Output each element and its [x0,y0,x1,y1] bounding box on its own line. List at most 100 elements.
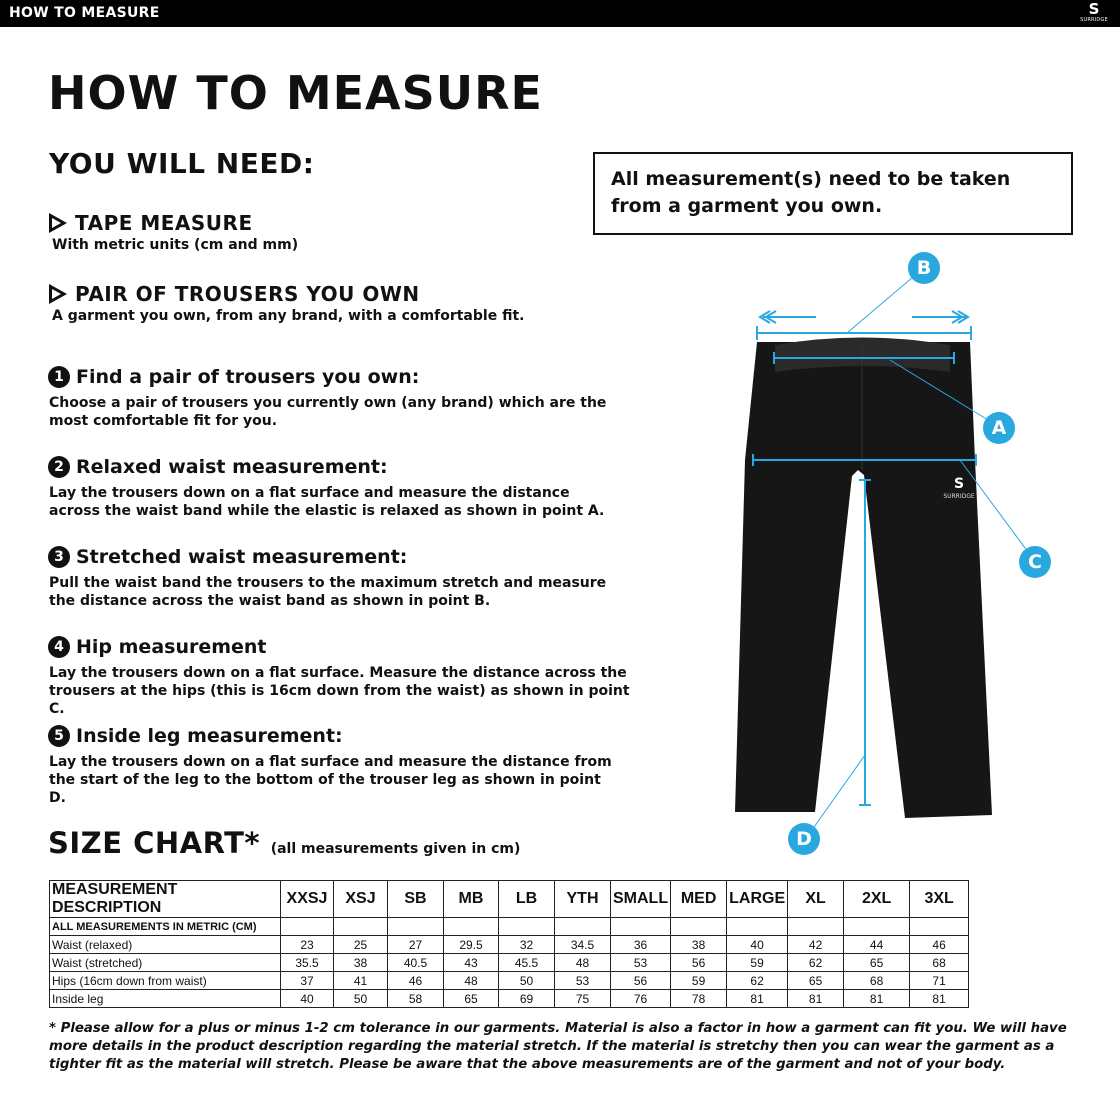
step-title: Relaxed waist measurement: [76,456,388,478]
value-cell: 40 [280,989,334,1008]
size-chart-heading: SIZE CHART* (all measurements given in c… [48,826,520,860]
table-row: Inside leg 40 50 58 65 69 75 76 78 81 81 81 81 [49,989,970,1008]
value-cell: 41 [333,971,388,990]
header-cell: LB [498,880,555,918]
table-row: Hips (16cm down from waist) 37 41 46 48 50 53 5… [49,971,970,990]
measure-lines [752,310,977,806]
step-5: 5 Inside leg measurement: Lay the trouser… [48,725,619,807]
units-cell: ALL MEASUREMENTS IN METRIC (CM) [49,917,281,936]
value-cell: 37 [280,971,334,990]
value-cell: 40.5 [387,953,444,972]
need-item-title: PAIR OF TROUSERS YOU OWN [75,282,420,306]
value-cell: 78 [670,989,728,1008]
need-item-text: With metric units (cm and mm) [52,237,299,253]
value-cell: 76 [609,989,672,1008]
step-title: Hip measurement [76,636,267,658]
value-cell: 65 [443,989,499,1008]
value-cell: 56 [670,953,728,972]
header-title: HOW TO MEASURE [9,5,160,21]
value-cell: 25 [333,935,388,954]
svg-text:S: S [954,476,964,492]
surridge-logo: S SURRIDGE [1080,0,1108,24]
table-header-row: MEASUREMENT DESCRIPTION XXSJ XSJ SB MB L… [49,880,970,918]
step-number: 4 [48,636,70,658]
step-number: 2 [48,456,70,478]
point-b-badge: B [908,252,940,284]
point-d-badge: D [788,823,820,855]
value-cell: 38 [670,935,728,954]
value-cell: 81 [909,989,970,1008]
row-label: Waist (relaxed) [49,935,281,954]
step-1: 1 Find a pair of trousers you own: Choose… [48,366,649,430]
value-cell: 56 [609,971,672,990]
trousers-image [735,342,992,818]
value-cell: 50 [498,971,555,990]
need-item-title: TAPE MEASURE [75,211,253,235]
value-cell: 46 [387,971,444,990]
step-text: Lay the trousers down on a flat surface … [49,754,612,806]
step-4: 4 Hip measurement Lay the trousers down o… [48,636,639,718]
value-cell: 75 [554,989,611,1008]
header-cell: SB [387,880,444,918]
brand-text: SURRIDGE [943,493,975,500]
header-cell: YTH [554,880,611,918]
page-title: HOW TO MEASURE [48,66,543,120]
play-arrow-icon [49,284,67,304]
footnote: * Please allow for a plus or minus 1-2 c… [49,1021,1067,1072]
value-cell: 71 [909,971,970,990]
step-2: 2 Relaxed waist measurement: Lay the trou… [48,456,619,520]
header-cell: XSJ [333,880,388,918]
row-label: Waist (stretched) [49,953,281,972]
play-arrow-icon [49,213,67,233]
value-cell: 35.5 [280,953,334,972]
value-cell: 81 [726,989,789,1008]
size-chart-title: SIZE CHART* [48,826,261,860]
step-title: Inside leg measurement: [76,725,343,747]
need-item-text: A garment you own, from any brand, with … [52,308,525,324]
value-cell: 34.5 [554,935,611,954]
value-cell: 58 [387,989,444,1008]
value-cell: 68 [843,971,911,990]
value-cell: 68 [909,953,970,972]
value-cell: 29.5 [443,935,499,954]
value-cell: 59 [726,953,789,972]
row-label: Inside leg [49,989,281,1008]
value-cell: 43 [443,953,499,972]
value-cell: 59 [670,971,728,990]
header-cell: 2XL [843,880,911,918]
step-text: Lay the trousers down on a flat surface … [49,485,605,519]
note-box: All measurement(s) need to be taken from… [593,152,1073,235]
header-cell: MED [670,880,728,918]
step-number: 5 [48,725,70,747]
step-title: Stretched waist measurement: [76,546,408,568]
step-number: 3 [48,546,70,568]
value-cell: 23 [280,935,334,954]
value-cell: 81 [787,989,845,1008]
size-chart-table: MEASUREMENT DESCRIPTION XXSJ XSJ SB MB L… [49,880,970,1008]
value-cell: 69 [498,989,555,1008]
step-text: Pull the waist band the trousers to the … [49,575,607,609]
value-cell: 40 [726,935,789,954]
value-cell: 50 [333,989,388,1008]
callout-lines [811,276,1029,831]
value-cell: 62 [787,953,845,972]
trousers-diagram: S SURRIDGE [735,276,1029,831]
header-cell: MB [443,880,499,918]
header-cell: XXSJ [280,880,334,918]
value-cell: 81 [843,989,911,1008]
value-cell: 53 [609,953,672,972]
value-cell: 46 [909,935,970,954]
value-cell: 44 [843,935,911,954]
value-cell: 53 [554,971,611,990]
row-label: Hips (16cm down from waist) [49,971,281,990]
table-row: Waist (stretched) 35.5 38 40.5 43 45.5 48 53 56 5… [49,953,970,972]
value-cell: 62 [726,971,789,990]
value-cell: 48 [554,953,611,972]
units-row: ALL MEASUREMENTS IN METRIC (CM) [49,917,970,936]
step-3: 3 Stretched waist measurement: Pull the w… [48,546,629,610]
table-row: Waist (relaxed) 23 25 27 29.5 32 34.5 36 38 40 42 4… [49,935,970,954]
value-cell: 42 [787,935,845,954]
need-item-tape: TAPE MEASURE With metric units (cm and m… [49,211,298,253]
header-cell: MEASUREMENT DESCRIPTION [49,880,281,918]
value-cell: 36 [609,935,672,954]
